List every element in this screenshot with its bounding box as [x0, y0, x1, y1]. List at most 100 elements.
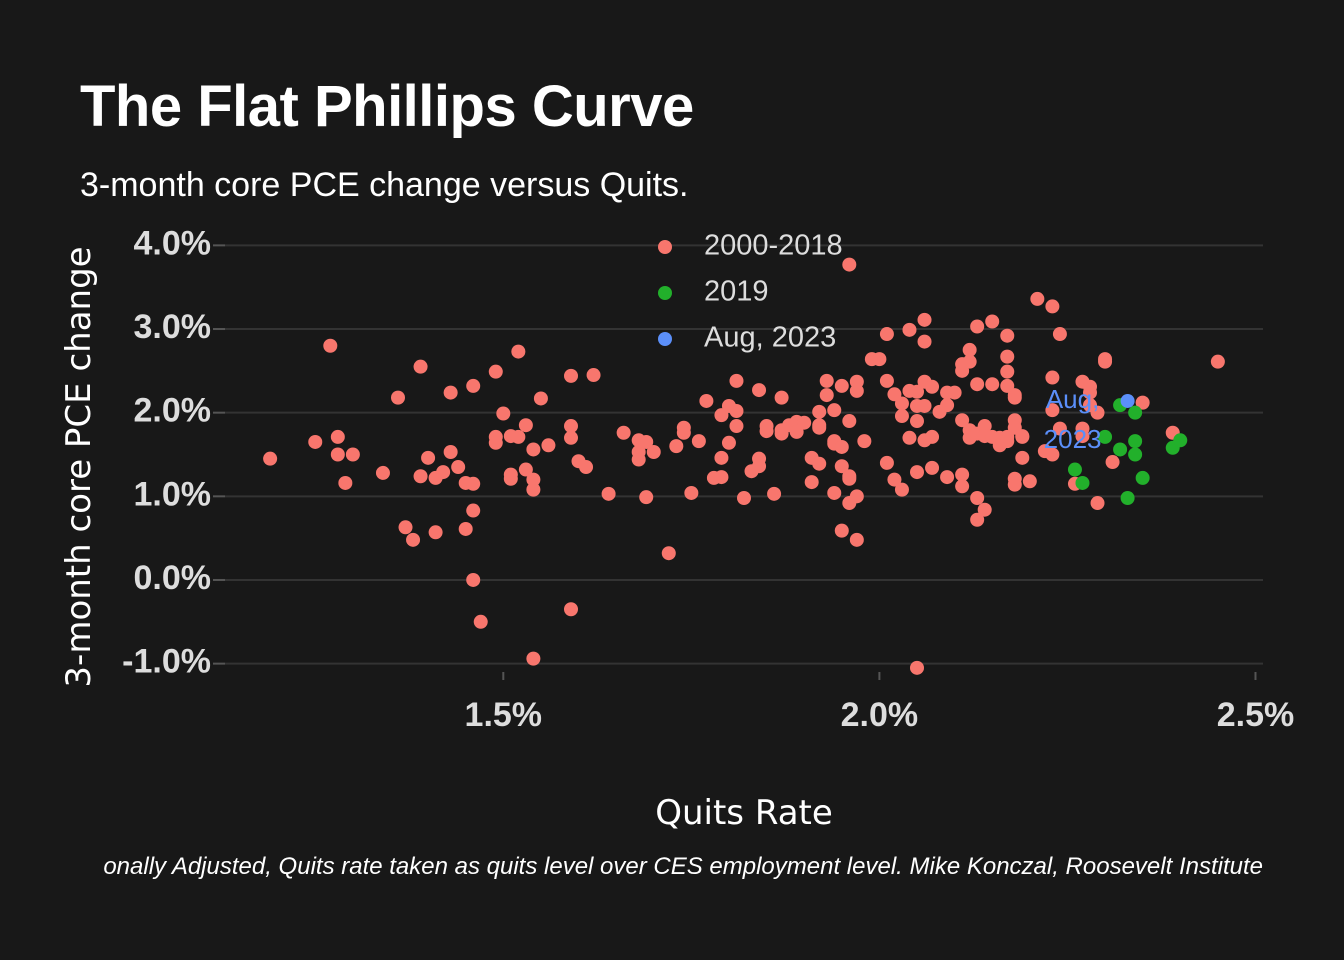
point [330, 429, 345, 444]
point [564, 368, 578, 383]
point [1000, 349, 1015, 364]
point [902, 322, 917, 337]
point [849, 374, 864, 389]
point [564, 602, 578, 617]
point [458, 521, 473, 536]
point [1015, 450, 1030, 465]
point [564, 430, 578, 445]
point [616, 425, 631, 440]
x-tick-label: 2.5% [1217, 696, 1295, 734]
point [962, 354, 977, 369]
point [263, 451, 278, 466]
point [1173, 433, 1188, 448]
point [962, 342, 977, 357]
y-tick-label: 0.0% [134, 559, 212, 597]
point [436, 465, 451, 480]
point [714, 450, 729, 465]
point [910, 384, 924, 399]
point [586, 368, 601, 383]
point [1098, 429, 1113, 444]
point [812, 420, 827, 435]
point [496, 406, 511, 421]
point [977, 502, 992, 517]
legend-marker [658, 286, 672, 300]
point [970, 512, 985, 527]
point [451, 460, 466, 475]
point [308, 434, 323, 449]
point [533, 391, 548, 406]
point [413, 359, 428, 374]
point [345, 447, 360, 462]
y-tick-label: 4.0% [134, 224, 212, 262]
point [985, 377, 1000, 392]
point [699, 393, 714, 408]
series [263, 257, 1225, 675]
point [398, 520, 413, 535]
point [849, 532, 864, 547]
point [767, 486, 782, 501]
point [1135, 470, 1150, 485]
y-tick-label: 3.0% [134, 308, 212, 346]
point [1052, 421, 1067, 436]
point [842, 471, 857, 486]
y-tick-label: 1.0% [134, 475, 212, 513]
x-tick-label: 2.0% [841, 696, 919, 734]
point [601, 486, 616, 501]
legend-label: 2019 [704, 276, 769, 308]
point [977, 419, 992, 434]
point [466, 476, 481, 491]
point [737, 491, 751, 505]
point [834, 378, 849, 393]
point [917, 398, 932, 413]
point [1007, 477, 1022, 492]
chart-subtitle: 3-month core PCE change versus Quits. [80, 166, 689, 204]
y-tick-label: 2.0% [134, 392, 212, 430]
point [1083, 379, 1097, 394]
annotation: Aug, 2023 [1043, 383, 1102, 454]
point [857, 434, 872, 449]
point [842, 257, 857, 272]
legend-marker [658, 332, 672, 346]
point [902, 430, 917, 445]
point [917, 334, 932, 349]
point [488, 364, 503, 379]
point [330, 447, 345, 462]
point [940, 470, 955, 485]
point [1128, 434, 1143, 449]
point [834, 523, 849, 538]
point [1052, 327, 1067, 342]
point [970, 319, 985, 334]
point [526, 472, 541, 487]
legend-label: 2000-2018 [704, 230, 843, 262]
legend-marker [658, 240, 672, 254]
point [473, 614, 488, 629]
point [721, 435, 736, 450]
point [910, 414, 924, 429]
point [1075, 475, 1090, 490]
point [1090, 496, 1105, 511]
point [842, 414, 857, 429]
series [1067, 398, 1188, 505]
point [1210, 354, 1225, 369]
point [834, 439, 849, 454]
point [752, 383, 767, 398]
caption: onally Adjusted, Quits rate taken as qui… [103, 853, 1263, 880]
point [511, 344, 526, 359]
point [646, 444, 661, 459]
series [1120, 393, 1135, 408]
point [661, 546, 676, 561]
point [466, 378, 481, 393]
point [827, 403, 842, 418]
point [631, 452, 646, 467]
x-tick-label: 1.5% [465, 696, 543, 734]
point [985, 314, 1000, 329]
point [970, 491, 985, 505]
point [443, 385, 458, 400]
point [1045, 447, 1060, 462]
point [1120, 393, 1135, 408]
point [691, 434, 706, 449]
point [1030, 291, 1045, 306]
point [1015, 429, 1030, 444]
point [421, 450, 436, 465]
point [879, 455, 894, 470]
